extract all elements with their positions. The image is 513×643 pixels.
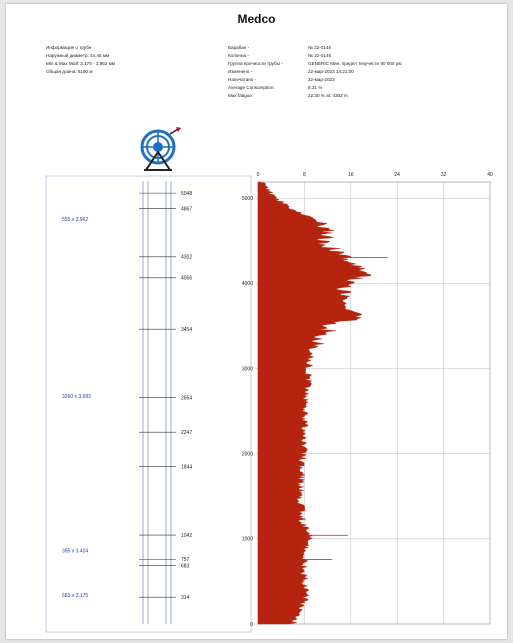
- y-tick-label: 0: [250, 622, 253, 628]
- pipe-info-heading: Информация о трубе: [46, 45, 92, 50]
- info-label: Изменено -: [228, 69, 253, 74]
- info-label: Группа прочности трубы -: [228, 61, 283, 66]
- x-tick-label: 32: [441, 172, 447, 178]
- info-value: GENERIC Мин. предел текучести 90 000 psi: [308, 61, 402, 66]
- x-tick-label: 16: [348, 172, 354, 178]
- depth-mark-label: 1042: [181, 533, 192, 539]
- x-tick-label: 40: [487, 172, 493, 178]
- depth-mark-label: 1844: [181, 464, 192, 470]
- info-value: № 22-0146: [308, 53, 332, 58]
- pipe-info-block: Информация о трубе Наружный диаметр: 44.4…: [46, 44, 115, 76]
- info-value: № 22-0146: [308, 45, 332, 50]
- section-label: 555 x 3.962: [62, 217, 88, 223]
- y-tick-label: 2000: [242, 451, 253, 457]
- info-value: 22-мар-2023: [308, 77, 335, 82]
- depth-mark-label: 2654: [181, 395, 192, 401]
- section-label: 683 x 3.175: [62, 593, 88, 599]
- info-value: 8.21 %: [308, 85, 323, 90]
- depth-mark-label: 3454: [181, 327, 192, 333]
- info-label: Напечатано -: [228, 77, 257, 82]
- y-tick-label: 3000: [242, 366, 253, 372]
- y-tick-label: 4000: [242, 281, 253, 287]
- fatigue-area: [257, 181, 371, 625]
- depth-mark-label: 757: [181, 557, 190, 563]
- info-value: 22-мар-2023 14:21:00: [308, 69, 354, 74]
- section-label: 3260 x 3.683: [62, 394, 91, 400]
- depth-mark-label: 5048: [181, 191, 192, 197]
- info-label: Max fatigue:: [228, 93, 254, 98]
- y-tick-label: 5000: [242, 196, 253, 202]
- reel-drum-icon: [136, 126, 182, 172]
- reel-info-values: № 22-0146 № 22-0146 GENERIC Мин. предел те…: [308, 44, 402, 100]
- depth-mark-label: 4056: [181, 276, 192, 282]
- info-label: Колонна -: [228, 53, 249, 58]
- info-label: Average Consumption:: [228, 85, 275, 90]
- info-label: Барабан -: [228, 45, 250, 50]
- x-tick-label: 24: [394, 172, 400, 178]
- diagram-frame: [45, 175, 252, 633]
- depth-mark-label: 683: [181, 564, 190, 570]
- fatigue-chart: 0 8 16 24 32 40 0 1000 2000 3000 4000 5000: [242, 172, 493, 628]
- depth-mark-label: 4867: [181, 206, 192, 212]
- reel-info-labels: Барабан - Колонна - Группа прочности трубы…: [228, 44, 283, 100]
- depth-mark-label: 4302: [181, 255, 192, 261]
- report-page: Medco Информация о трубе Наружный диаметр…: [6, 4, 507, 639]
- pipe-info-line: Min & Max Wall: 3.175 - 3.962 мм: [46, 61, 115, 66]
- x-tick-label: 0: [257, 172, 260, 178]
- info-value: 22.30 % at: 4302 m: [308, 93, 348, 98]
- x-tick-label: 8: [303, 172, 306, 178]
- section-label: 355 x 3.404: [62, 548, 88, 554]
- report-title: Medco: [237, 12, 276, 26]
- pipe-info-line: Общая длина: 5190 м: [46, 69, 93, 74]
- depth-mark-label: 314: [181, 595, 190, 601]
- y-tick-label: 1000: [242, 537, 253, 543]
- coil-string-diagram: 5048486743024056345426542247184410427576…: [45, 175, 252, 633]
- depth-mark-label: 2247: [181, 430, 192, 436]
- pipe-info-line: Наружный диаметр: 44.45 мм: [46, 53, 110, 58]
